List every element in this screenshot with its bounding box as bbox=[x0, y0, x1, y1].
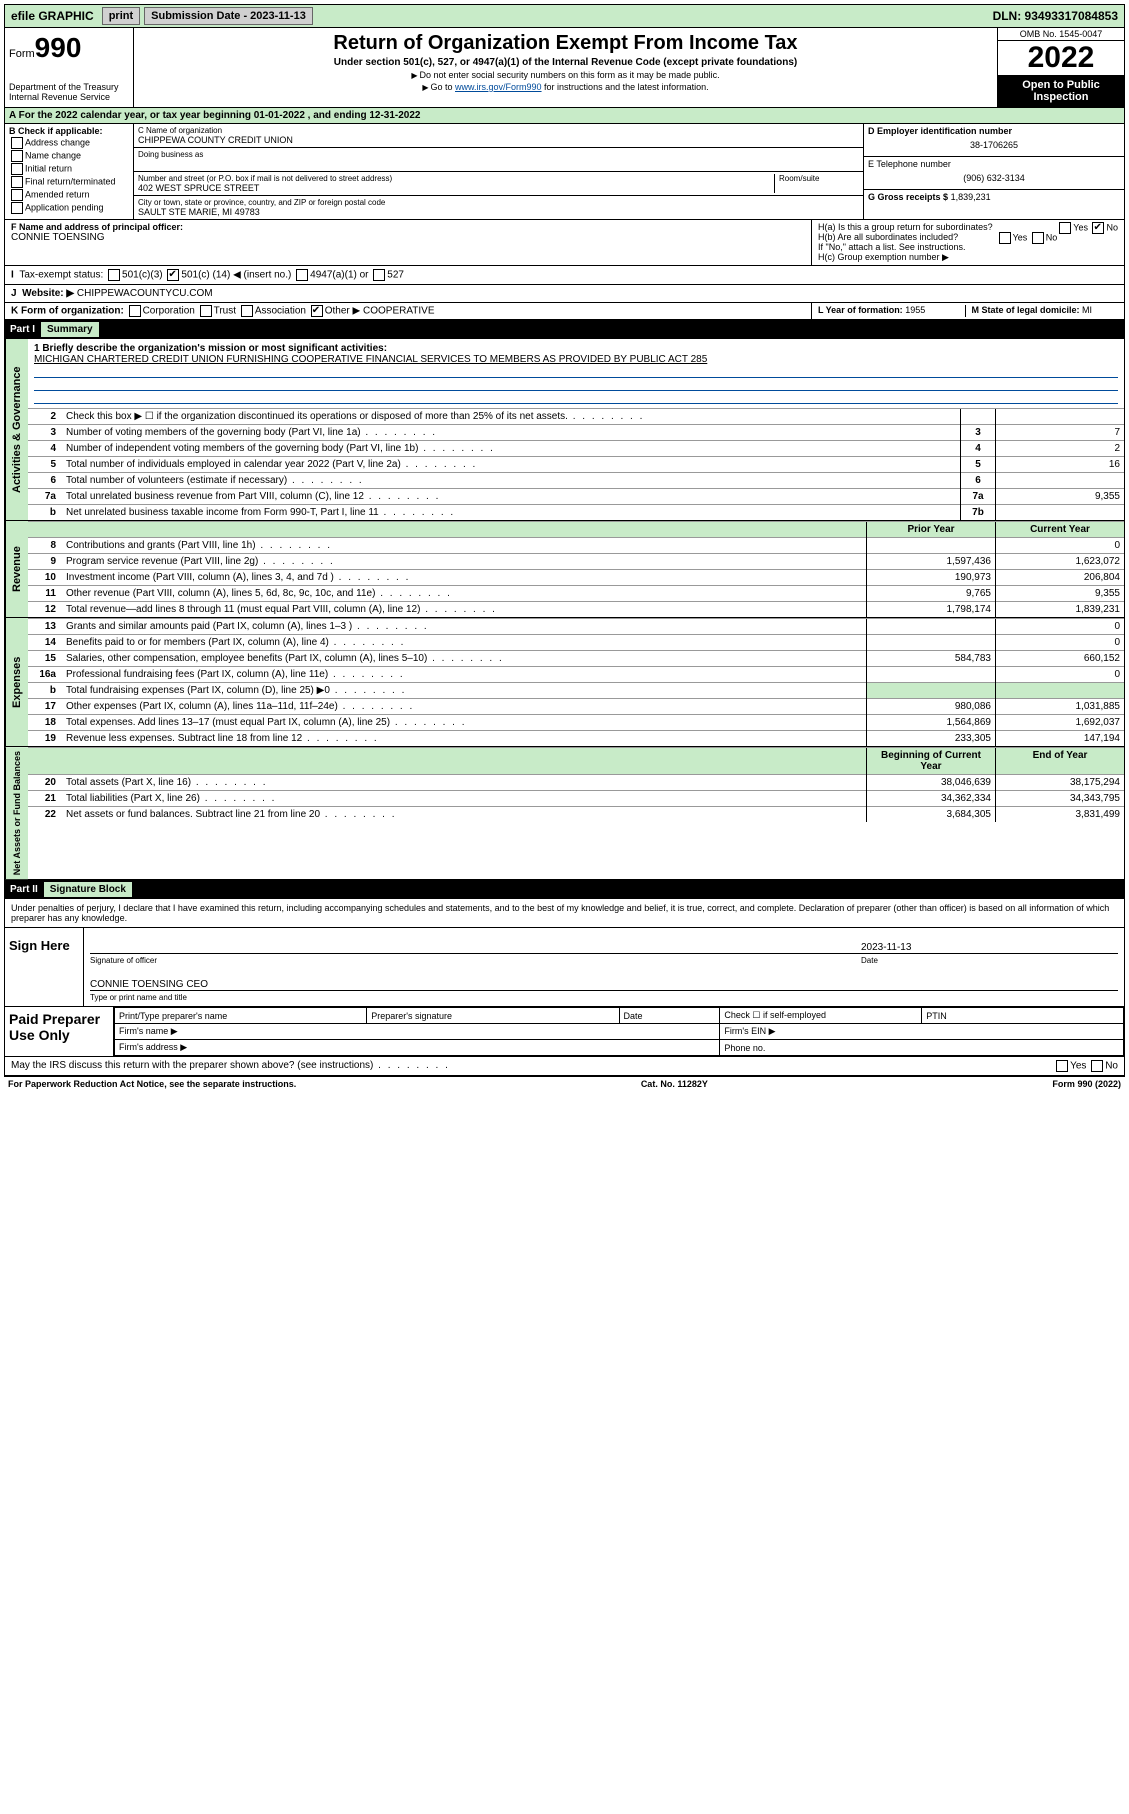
form-subtitle: Under section 501(c), 527, or 4947(a)(1)… bbox=[142, 57, 989, 68]
side-netassets: Net Assets or Fund Balances bbox=[5, 747, 28, 879]
website-row: J Website: ▶ CHIPPEWACOUNTYCU.COM bbox=[4, 285, 1125, 303]
expenses-table: 13Grants and similar amounts paid (Part … bbox=[28, 618, 1124, 746]
declaration-text: Under penalties of perjury, I declare th… bbox=[5, 899, 1124, 927]
form-org-row: K Form of organization: Corporation Trus… bbox=[4, 303, 1125, 320]
side-revenue: Revenue bbox=[5, 521, 28, 617]
website-value: CHIPPEWACOUNTYCU.COM bbox=[77, 288, 213, 299]
sign-here-label: Sign Here bbox=[5, 928, 84, 1006]
netassets-table: Beginning of Current YearEnd of Year20To… bbox=[28, 747, 1124, 822]
mission-block: 1 Briefly describe the organization's mi… bbox=[28, 339, 1124, 408]
phone-value: (906) 632-3134 bbox=[868, 169, 1120, 187]
gross-receipts-value: 1,839,231 bbox=[951, 192, 991, 202]
irs-link[interactable]: www.irs.gov/Form990 bbox=[455, 82, 542, 92]
revenue-table: Prior YearCurrent Year8Contributions and… bbox=[28, 521, 1124, 617]
section-d: D Employer identification number 38-1706… bbox=[864, 124, 1124, 219]
section-c: C Name of organization CHIPPEWA COUNTY C… bbox=[134, 124, 864, 219]
irs-label: Internal Revenue Service bbox=[9, 92, 129, 102]
part1-header: Part I Summary bbox=[4, 320, 1125, 339]
section-b: B Check if applicable: Address change Na… bbox=[5, 124, 134, 219]
dln-label: DLN: 93493317084853 bbox=[987, 7, 1124, 25]
org-city: SAULT STE MARIE, MI 49783 bbox=[138, 207, 859, 217]
tax-period: A For the 2022 calendar year, or tax yea… bbox=[4, 108, 1125, 124]
form-number: Form990 bbox=[9, 32, 129, 64]
officer-group-row: F Name and address of principal officer:… bbox=[4, 220, 1125, 266]
print-button[interactable]: print bbox=[102, 7, 140, 25]
org-info-block: B Check if applicable: Address change Na… bbox=[4, 124, 1125, 220]
top-bar: efile GRAPHIC print Submission Date - 20… bbox=[4, 4, 1125, 28]
org-address: 402 WEST SPRUCE STREET bbox=[138, 183, 774, 193]
ssn-hint: Do not enter social security numbers on … bbox=[142, 70, 989, 80]
public-inspection-label: Open to Public Inspection bbox=[998, 75, 1124, 107]
governance-table: 2Check this box ▶ ☐ if the organization … bbox=[28, 408, 1124, 520]
tax-exempt-row: I Tax-exempt status: 501(c)(3) 501(c) (1… bbox=[4, 266, 1125, 285]
ein-value: 38-1706265 bbox=[868, 136, 1120, 154]
submission-date-button[interactable]: Submission Date - 2023-11-13 bbox=[144, 7, 313, 25]
form-header: Form990 Department of the Treasury Inter… bbox=[4, 28, 1125, 108]
form-title: Return of Organization Exempt From Incom… bbox=[142, 32, 989, 55]
website-hint: Go to www.irs.gov/Form990 for instructio… bbox=[142, 82, 989, 92]
dept-label: Department of the Treasury bbox=[9, 82, 129, 92]
tax-year: 2022 bbox=[998, 41, 1124, 75]
paid-preparer-label: Paid Preparer Use Only bbox=[5, 1007, 114, 1056]
page-footer: For Paperwork Reduction Act Notice, see … bbox=[4, 1076, 1125, 1091]
signature-block: Under penalties of perjury, I declare th… bbox=[4, 899, 1125, 1076]
officer-name: CONNIE TOENSING bbox=[11, 232, 805, 243]
part2-header: Part II Signature Block bbox=[4, 880, 1125, 899]
preparer-table: Print/Type preparer's name Preparer's si… bbox=[114, 1007, 1124, 1056]
may-irs-discuss: May the IRS discuss this return with the… bbox=[11, 1060, 1054, 1072]
side-expenses: Expenses bbox=[5, 618, 28, 746]
omb-number: OMB No. 1545-0047 bbox=[998, 28, 1124, 41]
org-name: CHIPPEWA COUNTY CREDIT UNION bbox=[138, 135, 859, 145]
efile-label: efile GRAPHIC bbox=[5, 7, 100, 25]
side-governance: Activities & Governance bbox=[5, 339, 28, 520]
